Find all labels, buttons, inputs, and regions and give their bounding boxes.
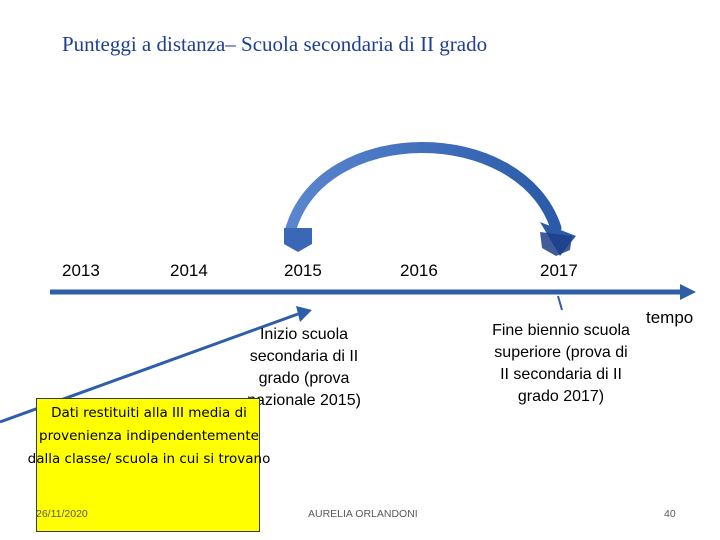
year-label-2017: 2017 bbox=[540, 261, 578, 280]
slide-title: Punteggi a distanza– Scuola secondaria d… bbox=[62, 32, 488, 56]
footer-author: AURELIA ORLANDONI bbox=[308, 508, 418, 520]
footer-date: 26/11/2020 bbox=[36, 508, 88, 520]
year-label-2015: 2015 bbox=[284, 261, 322, 280]
marker-2015-icon bbox=[284, 228, 312, 252]
annotation-end-2017: Fine biennio scuola superiore (prova di … bbox=[492, 322, 630, 405]
marker-2017-icon bbox=[540, 232, 572, 256]
note-box bbox=[36, 398, 260, 532]
annotation-start-2015: Inizio scuola secondaria di II grado (pr… bbox=[247, 326, 361, 409]
page-number: 40 bbox=[664, 508, 676, 520]
year-label-2016: 2016 bbox=[400, 261, 438, 280]
end-connector bbox=[557, 295, 563, 311]
note-text: Dati restituiti alla III media di proven… bbox=[27, 405, 271, 467]
year-label-2014: 2014 bbox=[170, 261, 208, 280]
axis-label-tempo: tempo bbox=[646, 308, 694, 327]
pointer-arrowhead-icon bbox=[296, 306, 312, 322]
timeline-arrowhead-icon bbox=[680, 284, 696, 300]
jump-arc bbox=[284, 142, 562, 238]
year-label-2013: 2013 bbox=[62, 261, 100, 280]
